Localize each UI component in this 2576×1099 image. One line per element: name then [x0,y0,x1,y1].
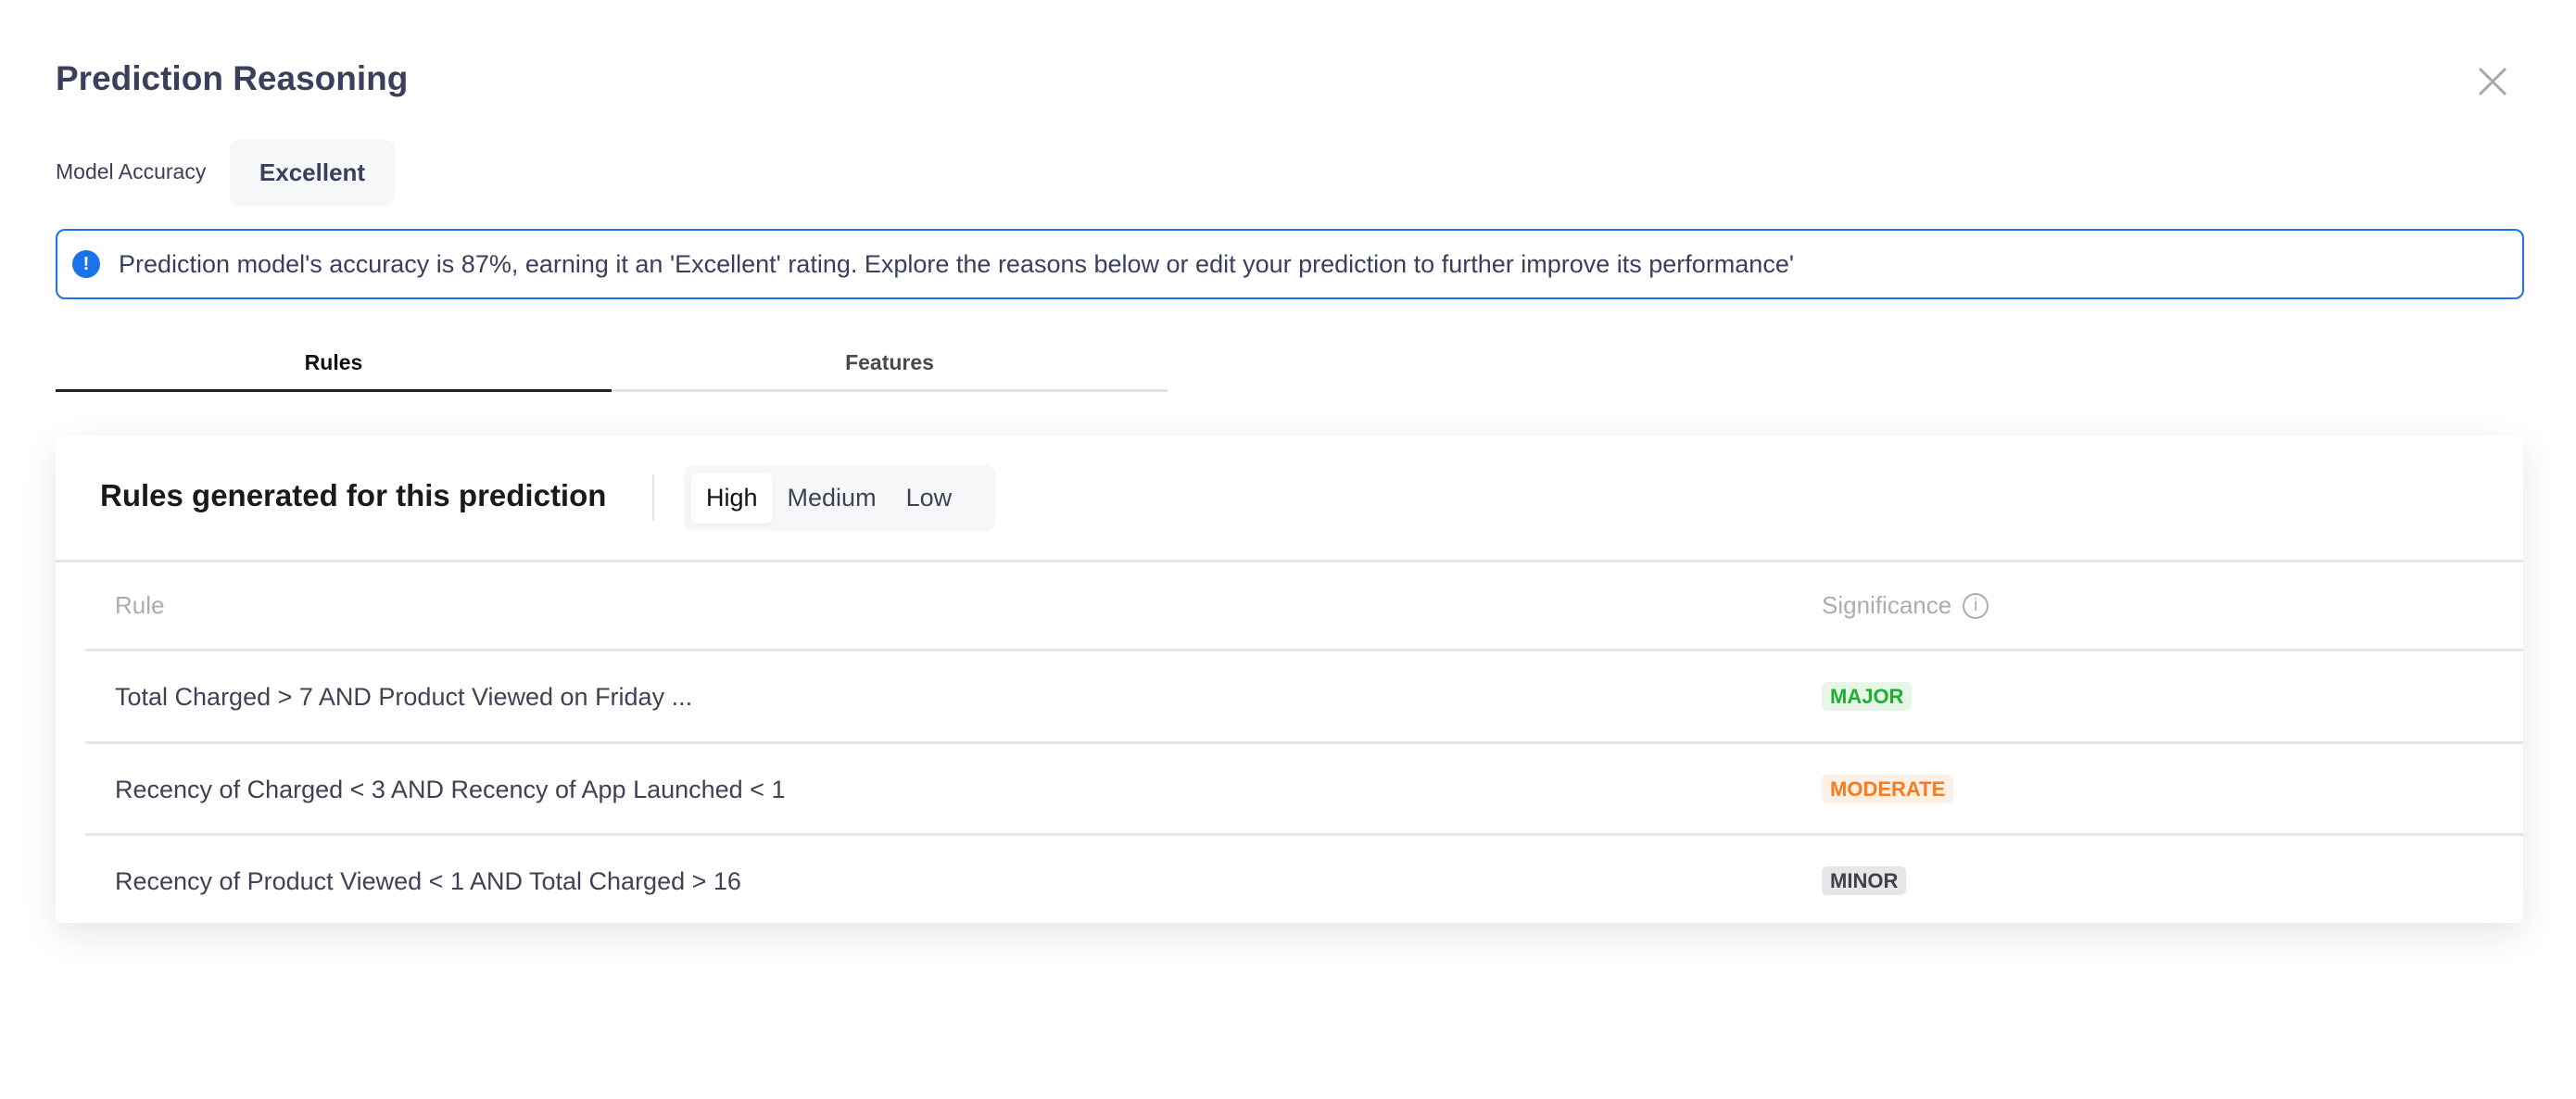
info-icon[interactable]: i [1963,592,1989,619]
table-row: Recency of Product Viewed < 1 AND Total … [85,833,2523,928]
filter-low[interactable]: Low [905,484,953,512]
divider [652,474,654,521]
significance-badge: MODERATE [1822,775,1954,803]
exclamation-circle-icon: ! [72,250,100,278]
model-accuracy-label: Model Accuracy [56,159,207,183]
divider [56,560,2523,562]
banner-text: Prediction model's accuracy is 87%, earn… [119,249,1794,278]
column-header-significance: Significance i [1822,591,1989,620]
rule-text: Recency of Charged < 3 AND Recency of Ap… [115,776,786,803]
column-header-rule: Rule [115,591,165,619]
tab-rules[interactable]: Rules [56,335,612,392]
rule-text: Total Charged > 7 AND Product Viewed on … [115,683,693,711]
page-title: Prediction Reasoning [56,59,409,97]
card-title: Rules generated for this prediction [100,478,607,512]
table-row: Total Charged > 7 AND Product Viewed on … [85,649,2523,743]
info-banner: ! Prediction model's accuracy is 87%, ea… [56,229,2524,299]
rule-text: Recency of Product Viewed < 1 AND Total … [115,867,741,895]
table-row: Recency of Charged < 3 AND Recency of Ap… [85,741,2523,836]
tab-features[interactable]: Features [612,335,1168,392]
filter-medium[interactable]: Medium [787,484,877,512]
close-icon[interactable] [2476,65,2509,98]
model-accuracy-badge: Excellent [230,140,395,206]
rules-card: Rules generated for this prediction High… [56,436,2523,923]
significance-badge: MINOR [1822,866,1907,895]
filter-high[interactable]: High [691,473,773,524]
significance-filter: High Medium Low [684,465,995,531]
significance-label: Significance [1822,591,1952,619]
significance-badge: MAJOR [1822,682,1913,711]
